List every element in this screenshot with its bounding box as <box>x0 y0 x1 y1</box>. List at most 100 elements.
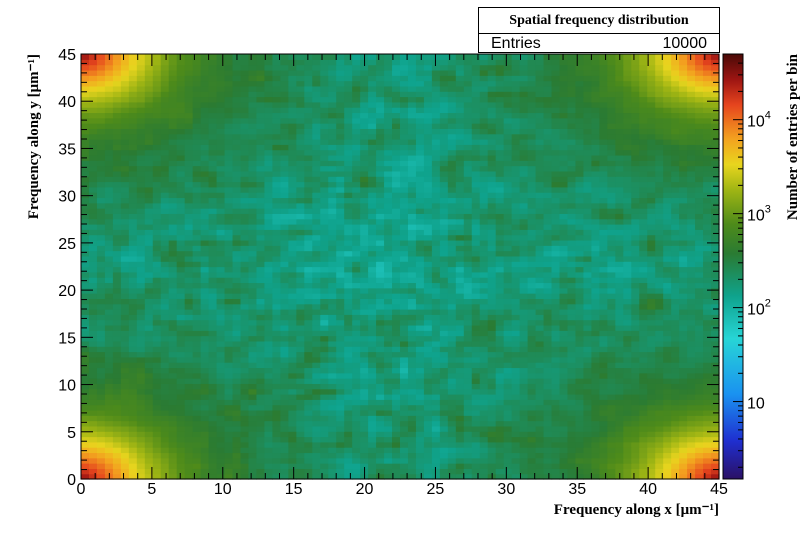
heatmap-cell <box>455 213 465 220</box>
heatmap-cell <box>695 255 704 262</box>
heatmap-cell <box>264 330 273 337</box>
heatmap-cell <box>88 250 98 257</box>
heatmap-cell <box>304 388 313 395</box>
heatmap-cell <box>407 160 417 167</box>
heatmap-cell <box>439 271 449 278</box>
heatmap-cell <box>144 388 154 395</box>
heatmap-cell <box>144 224 154 230</box>
heatmap-cell <box>543 208 553 214</box>
heatmap-cell <box>407 287 417 294</box>
heatmap-cell <box>543 271 553 278</box>
heatmap-cell <box>392 404 401 411</box>
heatmap-cell <box>639 266 648 273</box>
heatmap-cell <box>631 378 640 384</box>
heatmap-cell <box>551 149 561 156</box>
heatmap-cell <box>144 144 154 151</box>
heatmap-cell <box>160 463 170 469</box>
heatmap-cell <box>559 351 569 358</box>
heatmap-cell <box>128 404 138 411</box>
heatmap-cell <box>567 394 577 400</box>
heatmap-cell <box>551 420 561 427</box>
heatmap-cell <box>128 463 138 469</box>
heatmap-cell <box>272 346 281 353</box>
heatmap-cell <box>447 383 457 390</box>
heatmap-cell <box>567 447 577 454</box>
heatmap-cell <box>152 181 162 188</box>
heatmap-cell <box>240 367 250 374</box>
heatmap-cell <box>599 271 608 278</box>
heatmap-cell <box>471 383 481 390</box>
heatmap-cell <box>583 298 592 305</box>
heatmap-cell <box>272 324 281 331</box>
heatmap-cell <box>256 399 266 406</box>
heatmap-cell <box>407 213 417 220</box>
heatmap-cell <box>599 170 608 177</box>
heatmap-cell <box>184 473 194 480</box>
heatmap-cell <box>527 346 537 353</box>
heatmap-cell <box>479 372 489 379</box>
heatmap-cell <box>88 293 98 299</box>
heatmap-cell <box>304 378 313 384</box>
heatmap-cell <box>168 224 178 230</box>
heatmap-cell <box>535 431 545 438</box>
heatmap-cell <box>264 197 273 204</box>
heatmap-cell <box>415 404 425 411</box>
heatmap-cell <box>591 202 600 209</box>
heatmap-cell <box>495 261 505 268</box>
heatmap-cell <box>240 176 250 183</box>
heatmap-cell <box>144 186 154 193</box>
heatmap-cell <box>415 176 425 183</box>
heatmap-cell <box>96 457 106 464</box>
heatmap-cell <box>384 250 393 257</box>
heatmap-cell <box>623 181 632 188</box>
heatmap-cell <box>288 213 297 220</box>
heatmap-cell <box>312 197 321 204</box>
heatmap-cell <box>320 409 329 416</box>
heatmap-cell <box>471 351 481 358</box>
heatmap-cell <box>280 447 289 454</box>
heatmap-cell <box>376 202 385 209</box>
heatmap-cell <box>639 362 648 369</box>
heatmap-cell <box>535 192 545 199</box>
heatmap-cell <box>679 192 688 199</box>
heatmap-cell <box>232 202 242 209</box>
heatmap-cell <box>81 356 90 363</box>
heatmap-cell <box>392 271 401 278</box>
heatmap-cell <box>280 404 289 411</box>
heatmap-cell <box>439 388 449 395</box>
heatmap-cell <box>264 447 273 454</box>
heatmap-cell <box>407 404 417 411</box>
heatmap-cell <box>272 239 281 246</box>
heatmap-cell <box>687 224 696 230</box>
heatmap-cell <box>168 425 178 432</box>
heatmap-cell <box>687 367 696 374</box>
heatmap-cell <box>655 447 664 454</box>
heatmap-cell <box>344 160 353 167</box>
heatmap-cell <box>296 149 305 156</box>
heatmap-cell <box>160 409 170 416</box>
heatmap-cell <box>503 468 513 475</box>
heatmap-cell <box>120 314 130 321</box>
heatmap-cell <box>152 372 162 379</box>
heatmap-cell <box>479 457 489 464</box>
heatmap-cell <box>208 176 218 183</box>
heatmap-cell <box>527 266 537 273</box>
heatmap-cell <box>128 388 138 395</box>
heatmap-cell <box>479 229 489 236</box>
heatmap-cell <box>112 277 122 284</box>
heatmap-cell <box>599 335 608 342</box>
heatmap-cell <box>503 314 513 321</box>
heatmap-cell <box>104 298 114 305</box>
heatmap-cell <box>352 441 361 448</box>
heatmap-cell <box>184 351 194 358</box>
heatmap-cell <box>527 420 537 427</box>
heatmap-cell <box>695 277 704 284</box>
heatmap-cell <box>112 149 122 156</box>
heatmap-cell <box>368 420 377 427</box>
heatmap-cell <box>479 399 489 406</box>
heatmap-cell <box>376 229 385 236</box>
heatmap-cell <box>447 378 457 384</box>
heatmap-cell <box>256 441 266 448</box>
heatmap-cell <box>112 463 122 469</box>
